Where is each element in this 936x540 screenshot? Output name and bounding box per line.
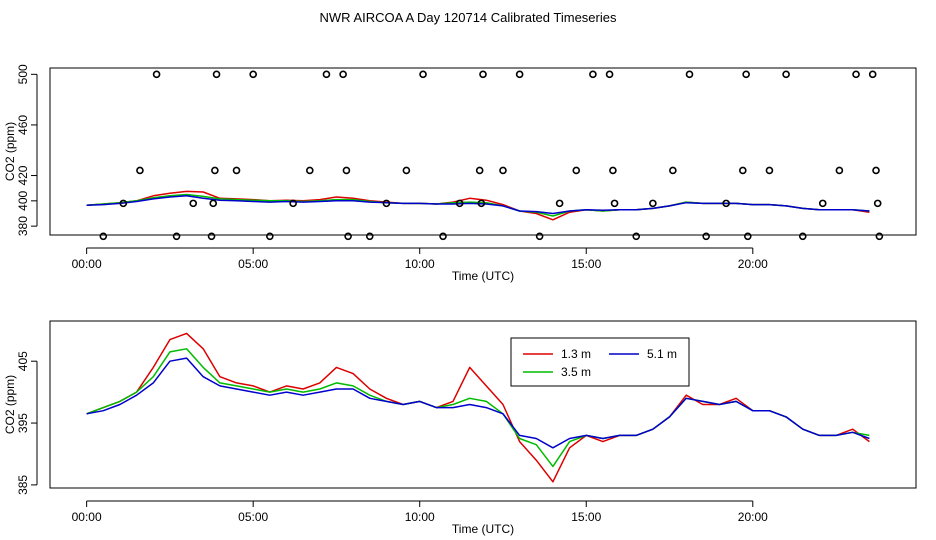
outlier-point <box>211 166 219 175</box>
outlier-point <box>873 199 882 208</box>
x-tick-label: 10:00 <box>405 257 435 271</box>
y-axis-label: CO2 (ppm) <box>3 375 17 434</box>
outlier-point <box>266 232 274 241</box>
outlier-point <box>419 70 427 79</box>
outlier-point <box>702 232 710 241</box>
series-line-51m <box>86 357 870 449</box>
outlier-point <box>555 199 564 208</box>
x-axis-label: Time (UTC) <box>452 269 514 283</box>
outlier-point <box>589 70 597 79</box>
legend-box <box>510 337 690 387</box>
outlier-point <box>455 199 464 208</box>
outlier-point <box>322 70 331 79</box>
outlier-point <box>439 232 447 241</box>
legend: 1.3 m 5.1 m 3.5 m <box>510 337 690 387</box>
outlier-point <box>475 166 484 175</box>
outlier-point <box>382 199 391 208</box>
y-axis-label: CO2 (ppm) <box>3 122 17 181</box>
outlier-point <box>499 166 507 175</box>
outlier-point <box>649 199 657 208</box>
x-tick-label: 00:00 <box>72 257 102 271</box>
x-tick-label: 20:00 <box>738 257 768 271</box>
outlier-point <box>119 199 128 208</box>
outlier-point <box>742 70 750 79</box>
outlier-point <box>722 199 730 208</box>
outlier-point <box>610 199 619 208</box>
outlier-point <box>232 166 241 175</box>
series-line-13m <box>86 332 870 483</box>
x-axis-label: Time (UTC) <box>452 522 514 536</box>
outlier-point <box>172 232 181 241</box>
x-tick-label: 05:00 <box>238 510 268 524</box>
x-tick-label: 20:00 <box>738 510 768 524</box>
legend-label: 5.1 m <box>647 347 677 361</box>
series-line-35m <box>86 348 870 468</box>
x-tick-label: 05:00 <box>238 257 268 271</box>
outlier-point <box>189 199 198 208</box>
y-tick-label: 500 <box>16 64 30 84</box>
outlier-point <box>669 166 677 175</box>
x-tick-label: 15:00 <box>571 257 601 271</box>
outlier-point <box>365 232 374 241</box>
outlier-point <box>782 70 790 79</box>
series-line-13m <box>86 190 870 221</box>
y-tick-label: 420 <box>16 165 30 185</box>
outlier-point <box>868 70 877 79</box>
outlier-point <box>798 232 807 241</box>
outlier-point <box>249 70 257 79</box>
plot-frame <box>49 67 917 236</box>
outlier-point <box>289 199 297 208</box>
page-title: NWR AIRCOA A Day 120714 Calibrated Times… <box>320 10 617 25</box>
outlier-point <box>212 70 221 79</box>
outlier-point <box>136 166 144 175</box>
outlier-point <box>605 70 614 79</box>
outlier-point <box>609 166 617 175</box>
outlier-point <box>402 166 411 175</box>
outlier-point <box>875 232 884 241</box>
outlier-point <box>99 232 108 241</box>
top-panel: 00:00 05:00 10:00 15:00 20:00 Time (UTC) 380 40… <box>3 64 917 283</box>
outlier-point <box>479 70 487 79</box>
outlier-point <box>209 199 218 208</box>
outlier-point <box>632 232 641 241</box>
y-tick-label: 460 <box>16 115 30 135</box>
outlier-point <box>818 199 827 208</box>
outlier-point <box>765 166 774 175</box>
outlier-point <box>477 199 486 208</box>
y-tick-label: 395 <box>16 413 30 433</box>
outlier-point <box>207 232 216 241</box>
y-tick-label: 405 <box>16 351 30 371</box>
y-tick-label: 380 <box>16 216 30 236</box>
outlier-point <box>339 70 347 79</box>
outlier-point <box>515 70 524 79</box>
outlier-point <box>738 166 747 175</box>
outlier-point <box>342 166 351 175</box>
outlier-point <box>305 166 314 175</box>
outlier-point <box>835 166 844 175</box>
outlier-point <box>152 70 161 79</box>
bottom-panel: 00:00 05:00 10:00 15:00 20:00 Time (UTC) 385 39… <box>3 320 917 536</box>
outlier-point <box>872 166 880 175</box>
plot-frame <box>49 320 917 489</box>
x-tick-label: 00:00 <box>72 510 102 524</box>
outlier-point <box>535 232 544 241</box>
outlier-point <box>344 232 352 241</box>
legend-label: 3.5 m <box>561 365 591 379</box>
outlier-point <box>743 232 752 241</box>
outlier-point <box>685 70 694 79</box>
x-tick-label: 15:00 <box>571 510 601 524</box>
outlier-point <box>572 166 581 175</box>
y-tick-label: 385 <box>16 475 30 495</box>
x-tick-label: 10:00 <box>405 510 435 524</box>
y-tick-label: 400 <box>16 191 30 211</box>
legend-label: 1.3 m <box>561 347 591 361</box>
outlier-point <box>852 70 860 79</box>
